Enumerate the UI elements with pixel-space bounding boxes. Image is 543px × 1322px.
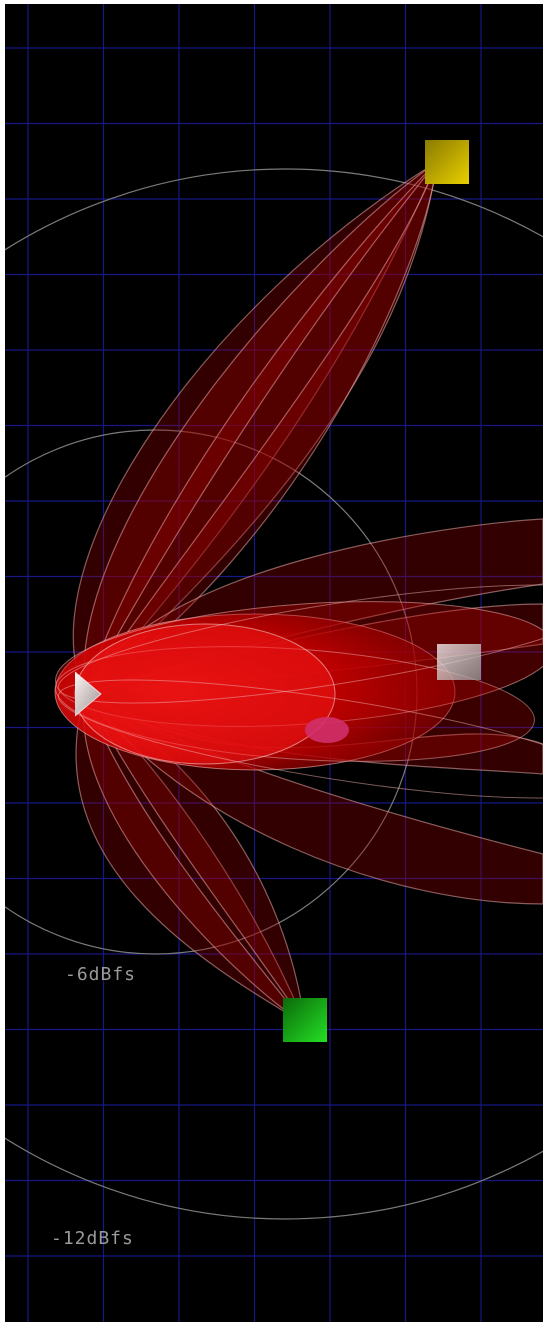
ring-label-6db: -6dBfs xyxy=(65,964,137,985)
listener-magenta-icon[interactable] xyxy=(305,717,349,743)
radiation-lobes xyxy=(72,160,543,1026)
ring-12db xyxy=(5,168,543,1220)
panner-canvas[interactable] xyxy=(5,4,543,1322)
speaker-yellow-icon[interactable] xyxy=(425,140,469,184)
spatial-panner-view[interactable]: -6dBfs -12dBfs xyxy=(5,4,543,1322)
ring-label-12db: -12dBfs xyxy=(51,1228,134,1249)
sources[interactable] xyxy=(74,140,481,1042)
speaker-white-icon[interactable] xyxy=(74,671,102,717)
main-beam xyxy=(54,584,543,799)
speaker-white-right-icon[interactable] xyxy=(437,644,481,680)
speaker-green-icon[interactable] xyxy=(283,998,327,1042)
